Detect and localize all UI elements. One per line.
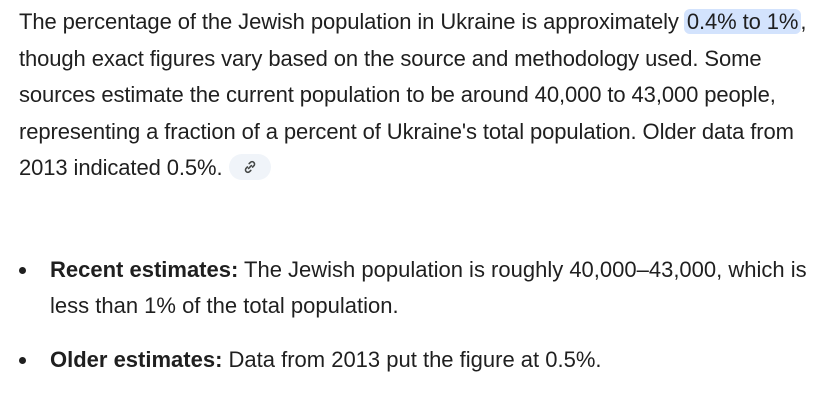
- bullet-text: Data from 2013 put the figure at 0.5%.: [222, 347, 602, 372]
- bullet-label: Recent estimates:: [50, 257, 239, 282]
- answer-paragraph: The percentage of the Jewish population …: [19, 4, 809, 187]
- paragraph-rest: , though exact figures vary based on the…: [19, 9, 807, 180]
- link-icon: [244, 161, 255, 174]
- source-link-chip[interactable]: [228, 154, 271, 181]
- list-item: Recent estimates: The Jewish population …: [19, 252, 809, 324]
- bullet-list: Recent estimates: The Jewish population …: [19, 252, 809, 378]
- paragraph-intro: The percentage of the Jewish population …: [19, 9, 685, 34]
- bullet-dot: [19, 267, 26, 274]
- list-item: Older estimates: Data from 2013 put the …: [19, 342, 809, 378]
- bullet-label: Older estimates:: [50, 347, 223, 372]
- bullet-dot: [19, 357, 26, 364]
- bullet-text: The Jewish population is roughly 40,000–…: [50, 257, 807, 318]
- highlighted-figure[interactable]: 0.4% to 1%: [683, 9, 802, 34]
- answer-block: The percentage of the Jewish population …: [19, 4, 809, 187]
